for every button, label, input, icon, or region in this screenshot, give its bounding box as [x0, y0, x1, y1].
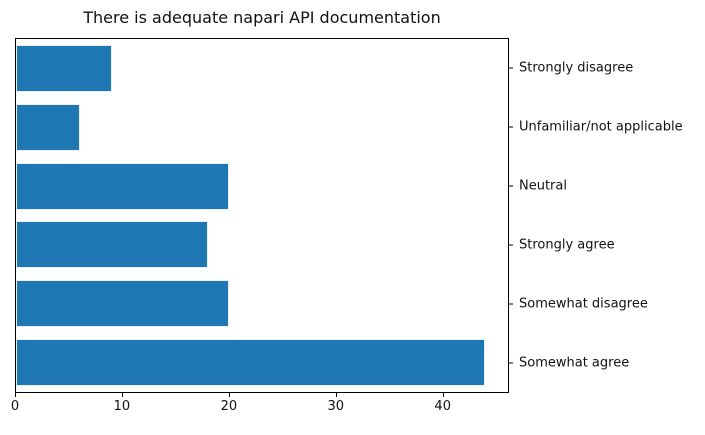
y-tick-label: Unfamiliar/not applicable [519, 119, 683, 135]
y-tick-mark [509, 362, 513, 364]
x-tick-label: 30 [327, 399, 345, 414]
x-tick-label: 10 [113, 399, 131, 414]
y-tick-mark [509, 185, 513, 187]
bar-somewhat-agree [16, 339, 485, 387]
y-tick-mark [509, 244, 513, 246]
bar-row [16, 215, 508, 274]
bar-somewhat-disagree [16, 280, 229, 328]
y-tick-label: Somewhat agree [519, 355, 630, 371]
plot-area [15, 38, 509, 393]
bar-row [16, 98, 508, 157]
y-tick-label: Somewhat disagree [519, 296, 648, 312]
x-tick-mark [121, 393, 123, 397]
bar-row [16, 274, 508, 333]
x-tick-mark [335, 393, 337, 397]
x-tick-mark [442, 393, 444, 397]
x-tick-mark [15, 393, 16, 397]
bars-container [16, 39, 508, 392]
y-tick-label: Neutral [519, 178, 567, 194]
x-tick-label: 0 [10, 399, 20, 414]
y-axis: Strongly disagree Unfamiliar/not applicab… [509, 38, 705, 393]
y-tick-label: Strongly disagree [519, 60, 634, 76]
bar-row [16, 157, 508, 216]
x-axis: 0 10 20 30 40 [11, 393, 509, 433]
y-tick-label: Strongly agree [519, 237, 615, 253]
bar-unfamiliar-not-applicable [16, 103, 80, 151]
x-tick-label: 40 [434, 399, 451, 414]
y-tick-mark [509, 126, 513, 128]
bar-neutral [16, 162, 229, 210]
x-tick-mark [228, 393, 230, 397]
y-tick-mark [509, 303, 513, 305]
bar-strongly-agree [16, 221, 208, 269]
bar-row [16, 333, 508, 392]
y-tick-mark [509, 67, 513, 69]
x-tick-label: 20 [220, 399, 238, 414]
bar-strongly-disagree [16, 44, 112, 92]
bar-row [16, 39, 508, 98]
chart-title: There is adequate napari API documentati… [83, 8, 441, 27]
